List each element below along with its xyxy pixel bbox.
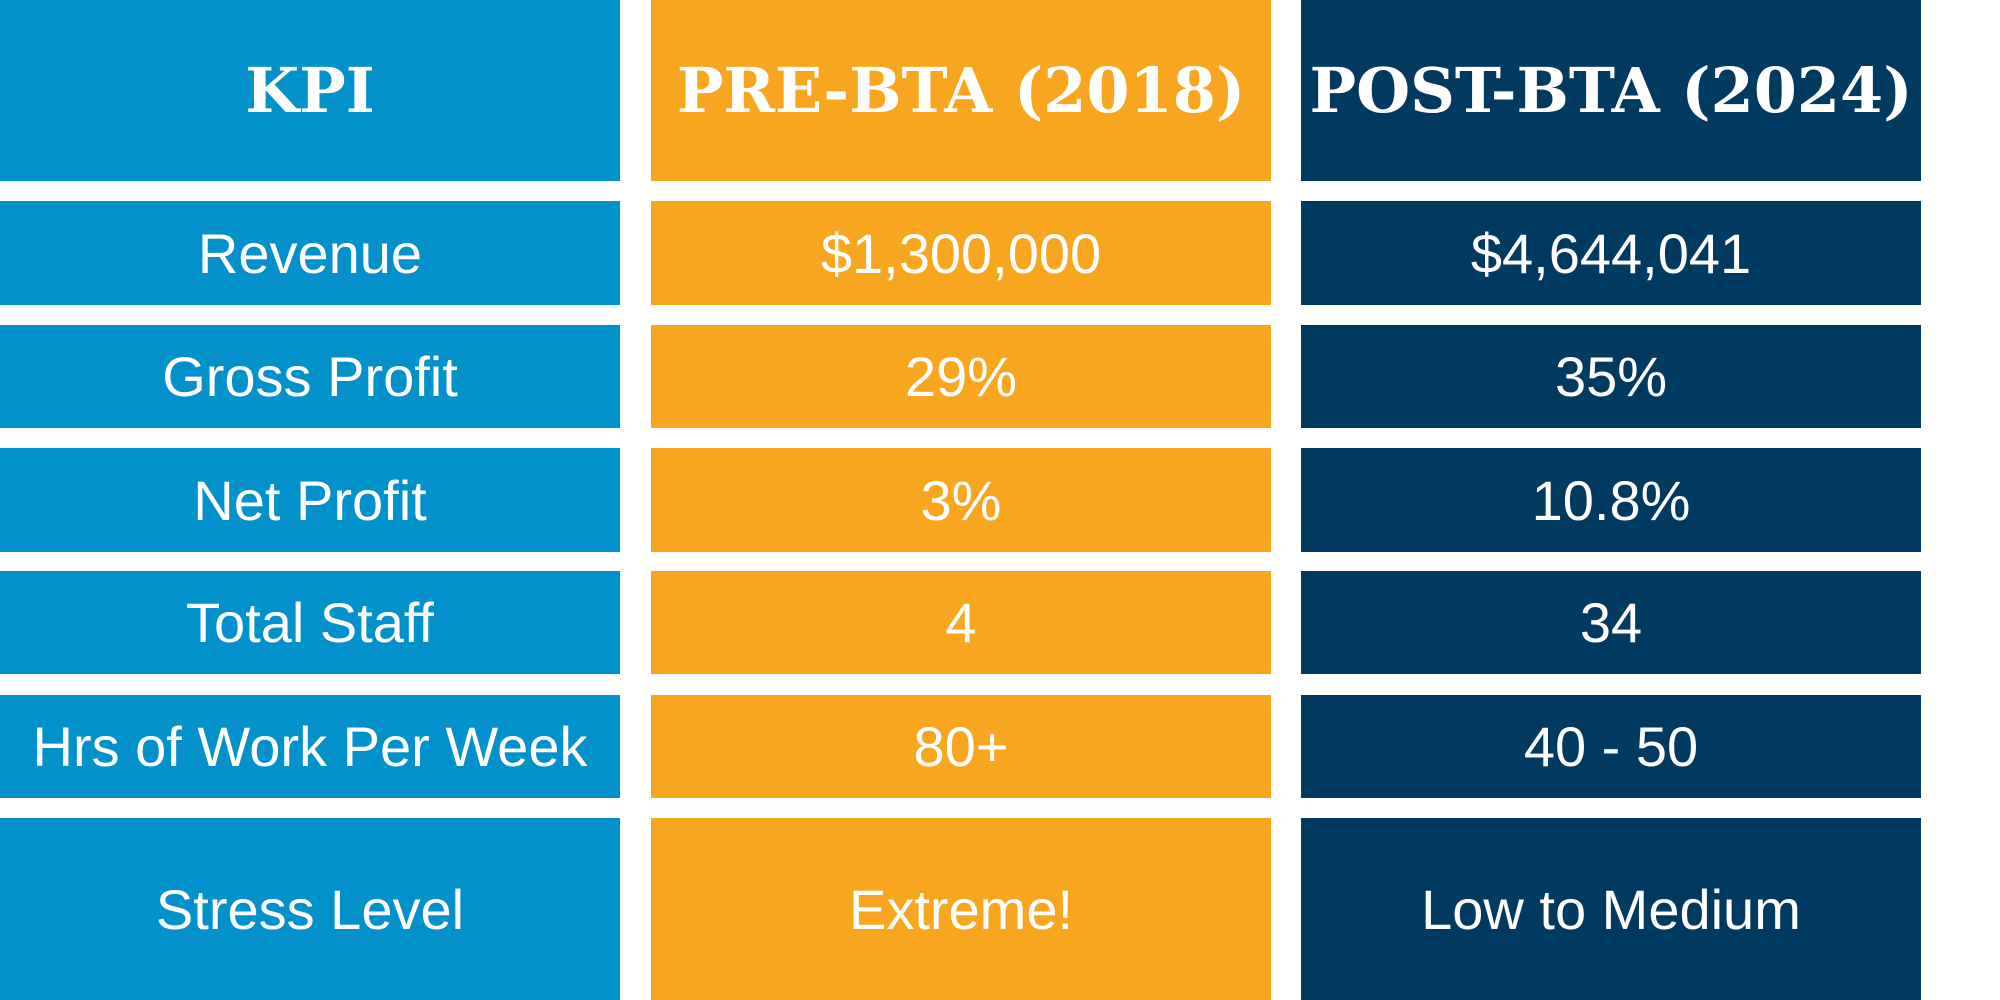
kpi-label-revenue: Revenue bbox=[0, 201, 620, 305]
kpi-label-hours-per-week: Hrs of Work Per Week bbox=[0, 695, 620, 798]
post-value-stress-level: Low to Medium bbox=[1301, 818, 1921, 1000]
post-value-net-profit: 10.8% bbox=[1301, 448, 1921, 552]
kpi-comparison-table: KPI PRE-BTA (2018) POST-BTA (2024) Reven… bbox=[0, 0, 1921, 1000]
header-post-bta: POST-BTA (2024) bbox=[1301, 0, 1921, 181]
kpi-label-total-staff: Total Staff bbox=[0, 571, 620, 674]
header-kpi: KPI bbox=[0, 0, 620, 181]
pre-value-total-staff: 4 bbox=[651, 571, 1271, 674]
kpi-label-stress-level: Stress Level bbox=[0, 818, 620, 1000]
post-value-hours-per-week: 40 - 50 bbox=[1301, 695, 1921, 798]
post-value-revenue: $4,644,041 bbox=[1301, 201, 1921, 305]
pre-value-gross-profit: 29% bbox=[651, 325, 1271, 428]
pre-value-stress-level: Extreme! bbox=[651, 818, 1271, 1000]
pre-value-net-profit: 3% bbox=[651, 448, 1271, 552]
post-value-gross-profit: 35% bbox=[1301, 325, 1921, 428]
kpi-label-net-profit: Net Profit bbox=[0, 448, 620, 552]
pre-value-hours-per-week: 80+ bbox=[651, 695, 1271, 798]
kpi-label-gross-profit: Gross Profit bbox=[0, 325, 620, 428]
pre-value-revenue: $1,300,000 bbox=[651, 201, 1271, 305]
post-value-total-staff: 34 bbox=[1301, 571, 1921, 674]
header-pre-bta: PRE-BTA (2018) bbox=[651, 0, 1271, 181]
